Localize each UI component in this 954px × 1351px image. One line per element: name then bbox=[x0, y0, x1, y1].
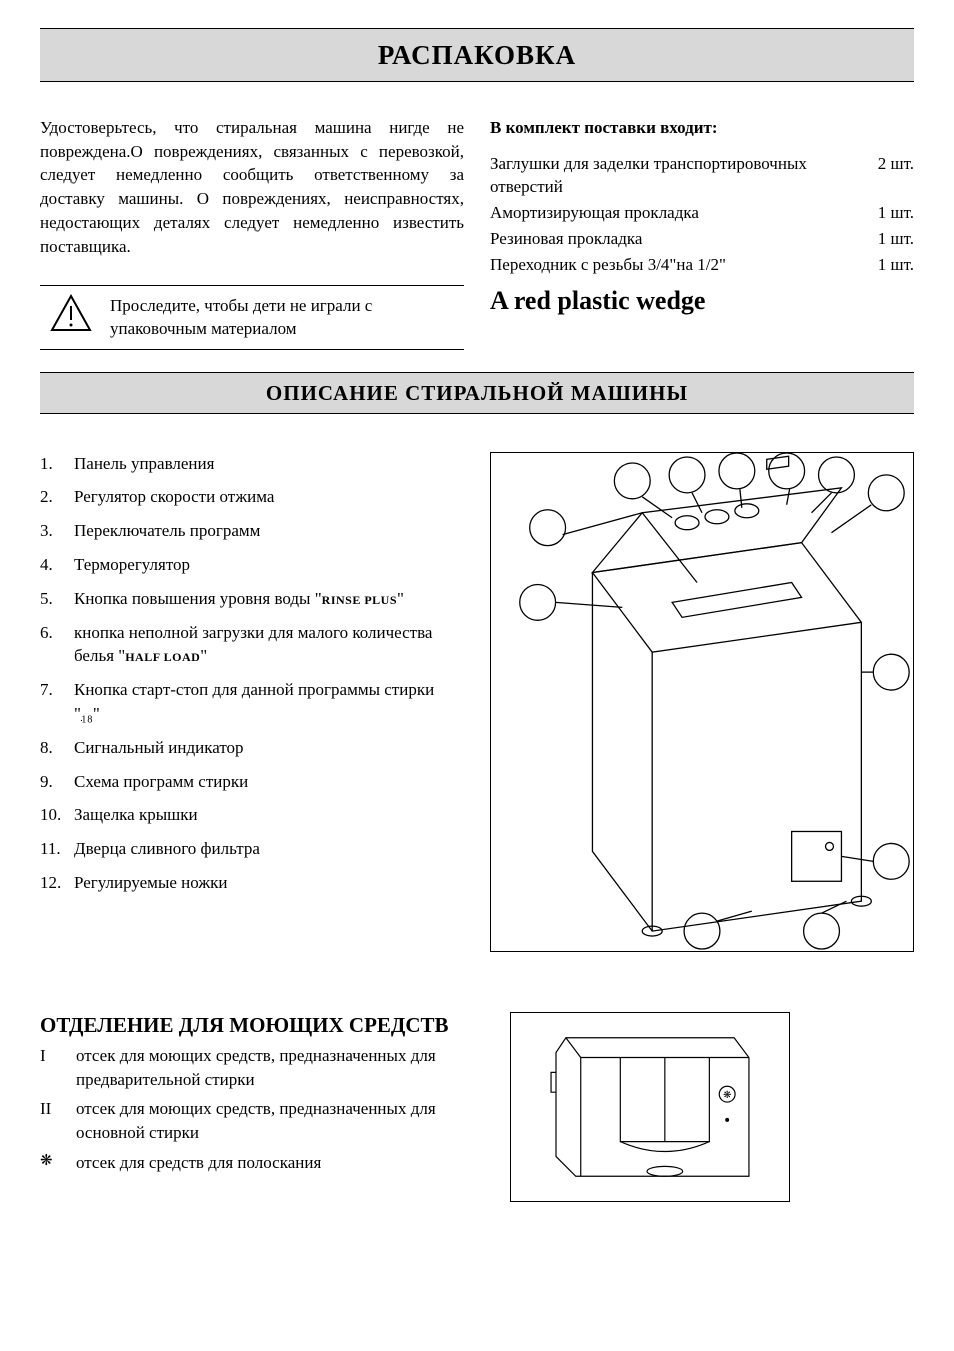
supply-label: Заглушки для заделки транспортировочных … bbox=[490, 152, 866, 200]
item-text: Кнопка старт-стоп для данной программы с… bbox=[74, 678, 464, 726]
supply-item: Резиновая прокладка 1 шт. bbox=[490, 227, 914, 251]
compartment-text: отсек для моющих средств, предназначенны… bbox=[76, 1044, 464, 1092]
supply-item: Заглушки для заделки транспортировочных … bbox=[490, 152, 914, 200]
intro-paragraph: Удостоверьтесь, что стиральная машина ни… bbox=[40, 116, 464, 259]
machine-diagram-svg bbox=[491, 453, 913, 951]
unpacking-left-col: Удостоверьтесь, что стиральная машина ни… bbox=[40, 116, 464, 350]
compartment-symbol: ❋ bbox=[40, 1151, 76, 1175]
diagram-col bbox=[490, 452, 914, 952]
item-number: 4. bbox=[40, 553, 74, 577]
item-text: Схема программ стирки bbox=[74, 770, 464, 794]
unpacking-body: Удостоверьтесь, что стиральная машина ни… bbox=[40, 116, 914, 350]
detergent-drawer-diagram: ❋ bbox=[510, 1012, 790, 1202]
item-number: 5. bbox=[40, 587, 74, 611]
item-number: 11. bbox=[40, 837, 74, 861]
item-number: 3. bbox=[40, 519, 74, 543]
detergent-text-col: ОТДЕЛЕНИЕ ДЛЯ МОЮЩИХ СРЕДСТВ Iотсек для … bbox=[40, 1012, 464, 1181]
list-item: 9.Схема программ стирки bbox=[40, 770, 464, 794]
list-item: 12.Регулируемые ножки bbox=[40, 871, 464, 895]
supply-label: Резиновая прокладка bbox=[490, 227, 642, 251]
item-text: Дверца сливного фильтра bbox=[74, 837, 464, 861]
list-item: 5.Кнопка повышения уровня воды "RINSE PL… bbox=[40, 587, 464, 611]
supply-qty: 1 шт. bbox=[866, 201, 914, 225]
item-text: кнопка неполной загрузки для малого коли… bbox=[74, 621, 464, 669]
description-body: 1.Панель управления 2.Регулятор скорости… bbox=[40, 452, 914, 952]
item-text: Регулируемые ножки bbox=[74, 871, 464, 895]
item-number: 1. bbox=[40, 452, 74, 476]
list-item: 4.Терморегулятор bbox=[40, 553, 464, 577]
drawer-diagram-col: ❋ bbox=[490, 1012, 914, 1202]
list-item: 2.Регулятор скорости отжима bbox=[40, 485, 464, 509]
list-item: Iотсек для моющих средств, предназначенн… bbox=[40, 1044, 464, 1092]
list-item: 1.Панель управления bbox=[40, 452, 464, 476]
supply-item: Амортизирующая прокладка 1 шт. bbox=[490, 201, 914, 225]
drawer-diagram-svg: ❋ bbox=[511, 1013, 789, 1201]
item-number: 8. bbox=[40, 736, 74, 760]
supply-qty: 1 шт. bbox=[866, 253, 914, 277]
item-text: Кнопка повышения уровня воды "RINSE PLUS… bbox=[74, 587, 464, 611]
supply-qty: 1 шт. bbox=[866, 227, 914, 251]
item-text: Регулятор скорости отжима bbox=[74, 485, 464, 509]
unpacking-right-col: В комплект поставки входит: Заглушки для… bbox=[490, 116, 914, 350]
list-item: 8.Сигнальный индикатор bbox=[40, 736, 464, 760]
list-item: 3.Переключатель программ bbox=[40, 519, 464, 543]
compartment-symbol: II bbox=[40, 1097, 76, 1145]
item-text: Защелка крышки bbox=[74, 803, 464, 827]
list-item: 10.Защелка крышки bbox=[40, 803, 464, 827]
supply-title: В комплект поставки входит: bbox=[490, 116, 914, 140]
warning-block: Проследите, чтобы дети не играли с упако… bbox=[40, 285, 464, 351]
detergent-list: Iотсек для моющих средств, предназначенн… bbox=[40, 1044, 464, 1175]
compartment-text: отсек для средств для полоскания bbox=[76, 1151, 321, 1175]
item-number: 2. bbox=[40, 485, 74, 509]
list-item: 7.Кнопка старт-стоп для данной программы… bbox=[40, 678, 464, 726]
detergent-body: ОТДЕЛЕНИЕ ДЛЯ МОЮЩИХ СРЕДСТВ Iотсек для … bbox=[40, 1012, 914, 1202]
section-header-description: ОПИСАНИЕ СТИРАЛЬНОЙ МАШИНЫ bbox=[40, 372, 914, 413]
supply-qty: 2 шт. bbox=[866, 152, 914, 200]
item-number: 10. bbox=[40, 803, 74, 827]
supply-label: Амортизирующая прокладка bbox=[490, 201, 699, 225]
item-number: 7. bbox=[40, 678, 74, 726]
list-item: 6.кнопка неполной загрузки для малого ко… bbox=[40, 621, 464, 669]
item-text: Панель управления bbox=[74, 452, 464, 476]
compartment-text: отсек для моющих средств, предназначенны… bbox=[76, 1097, 464, 1145]
parts-list: 1.Панель управления 2.Регулятор скорости… bbox=[40, 452, 464, 895]
warning-icon bbox=[50, 294, 92, 334]
item-text: Переключатель программ bbox=[74, 519, 464, 543]
supply-label: Переходник с резьбы 3/4"на 1/2" bbox=[490, 253, 726, 277]
warning-text: Проследите, чтобы дети не играли с упако… bbox=[110, 294, 464, 342]
supply-item: Переходник с резьбы 3/4"на 1/2" 1 шт. bbox=[490, 253, 914, 277]
machine-diagram bbox=[490, 452, 914, 952]
item-number: 9. bbox=[40, 770, 74, 794]
item-number: 6. bbox=[40, 621, 74, 669]
list-item: 11.Дверца сливного фильтра bbox=[40, 837, 464, 861]
compartment-symbol: I bbox=[40, 1044, 76, 1092]
section-header-unpacking: РАСПАКОВКА bbox=[40, 28, 914, 82]
item-text: Терморегулятор bbox=[74, 553, 464, 577]
wedge-text: A red plastic wedge bbox=[490, 283, 914, 319]
item-number: 12. bbox=[40, 871, 74, 895]
detergent-heading: ОТДЕЛЕНИЕ ДЛЯ МОЮЩИХ СРЕДСТВ bbox=[40, 1012, 464, 1038]
item-text: Сигнальный индикатор bbox=[74, 736, 464, 760]
svg-text:❋: ❋ bbox=[723, 1090, 731, 1101]
list-item: ❋отсек для средств для полоскания bbox=[40, 1151, 464, 1175]
parts-list-col: 1.Панель управления 2.Регулятор скорости… bbox=[40, 452, 464, 905]
list-item: IIотсек для моющих средств, предназначен… bbox=[40, 1097, 464, 1145]
